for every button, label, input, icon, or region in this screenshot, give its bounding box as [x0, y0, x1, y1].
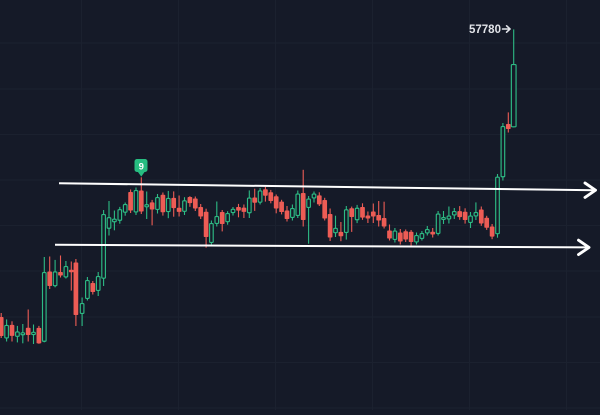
svg-text:57780: 57780	[469, 24, 501, 36]
svg-text:9: 9	[139, 161, 144, 172]
